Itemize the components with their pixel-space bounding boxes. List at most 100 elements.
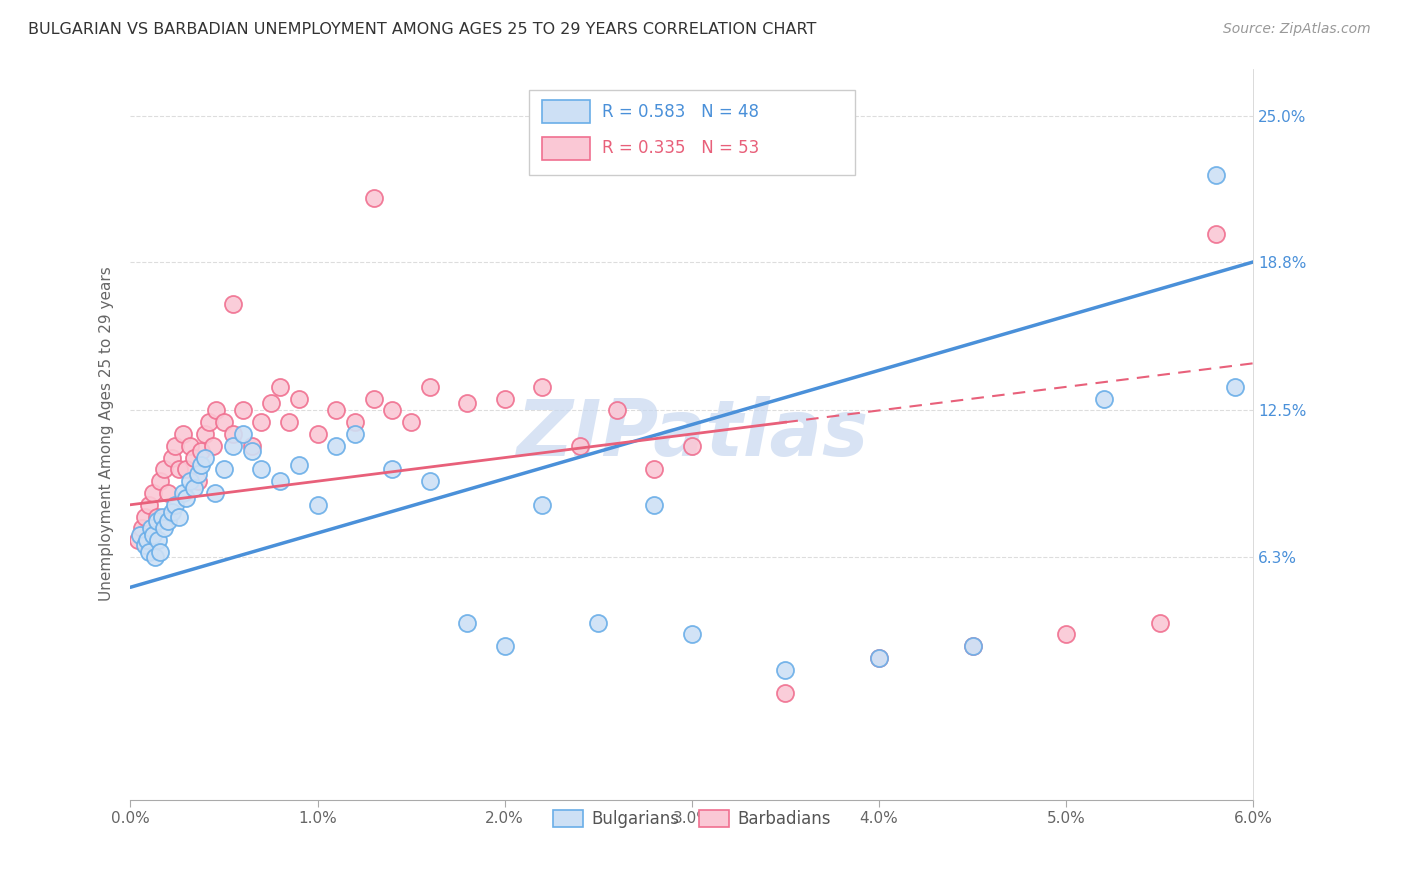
Point [681,439,703,453]
Point [167,509,190,524]
Point [606,403,628,417]
Legend: Bulgarians, Barbadians: Bulgarians, Barbadians [546,804,838,835]
Point [363,392,385,406]
Point [183,481,205,495]
Point [681,627,703,641]
Point [142,528,165,542]
Point [142,486,165,500]
Point [456,615,478,630]
Point [343,427,366,442]
Point [194,450,217,465]
Point [494,392,516,406]
Point [381,462,404,476]
Point [868,651,890,665]
Point [962,639,984,653]
Point [568,439,591,453]
Point [212,462,235,476]
Point [1223,380,1246,394]
Point [222,427,245,442]
Point [250,415,273,429]
Point [205,403,228,417]
Point [962,639,984,653]
Point [381,403,404,417]
Point [138,498,160,512]
Point [222,439,245,453]
Point [1149,615,1171,630]
Point [176,462,198,476]
Point [183,450,205,465]
FancyBboxPatch shape [529,90,855,175]
Point [1205,168,1227,182]
Point [165,498,187,512]
Point [198,415,221,429]
Point [190,458,212,472]
Point [172,427,194,442]
Point [149,545,172,559]
Point [160,450,183,465]
Point [494,639,516,653]
Point [868,651,890,665]
Point [201,439,224,453]
Point [136,533,159,548]
Point [1054,627,1077,641]
Point [250,462,273,476]
Point [148,533,170,548]
Point [153,462,176,476]
Point [363,191,385,205]
FancyBboxPatch shape [543,136,589,160]
Point [240,439,263,453]
Point [179,474,201,488]
Point [128,528,150,542]
Point [160,505,183,519]
Point [278,415,301,429]
Point [149,474,172,488]
Point [143,549,166,564]
Point [1092,392,1115,406]
Point [269,474,291,488]
Point [588,615,610,630]
Point [456,396,478,410]
Point [399,415,422,429]
Point [222,297,245,311]
Point [131,521,153,535]
Point [325,403,347,417]
Point [288,458,311,472]
Point [325,439,347,453]
Point [643,498,665,512]
Point [307,498,329,512]
Y-axis label: Unemployment Among Ages 25 to 29 years: Unemployment Among Ages 25 to 29 years [100,267,114,601]
Point [531,380,554,394]
Point [153,521,176,535]
Text: ZIPatlas: ZIPatlas [516,396,868,472]
Text: BULGARIAN VS BARBADIAN UNEMPLOYMENT AMONG AGES 25 TO 29 YEARS CORRELATION CHART: BULGARIAN VS BARBADIAN UNEMPLOYMENT AMON… [28,22,817,37]
Point [775,686,797,700]
Point [288,392,311,406]
Point [150,509,173,524]
Point [127,533,149,548]
Point [156,486,179,500]
Point [179,439,201,453]
Point [260,396,283,410]
Point [145,509,167,524]
Text: R = 0.335   N = 53: R = 0.335 N = 53 [602,139,759,157]
Point [172,486,194,500]
Point [204,486,226,500]
Point [156,514,179,528]
Point [269,380,291,394]
Point [138,545,160,559]
Point [419,380,441,394]
Point [190,443,212,458]
Point [145,514,167,528]
Text: Source: ZipAtlas.com: Source: ZipAtlas.com [1223,22,1371,37]
Point [165,439,187,453]
Point [187,467,209,482]
Point [212,415,235,429]
FancyBboxPatch shape [543,100,589,123]
Point [531,498,554,512]
Point [194,427,217,442]
Point [343,415,366,429]
Point [187,474,209,488]
Point [167,462,190,476]
Point [176,491,198,505]
Point [307,427,329,442]
